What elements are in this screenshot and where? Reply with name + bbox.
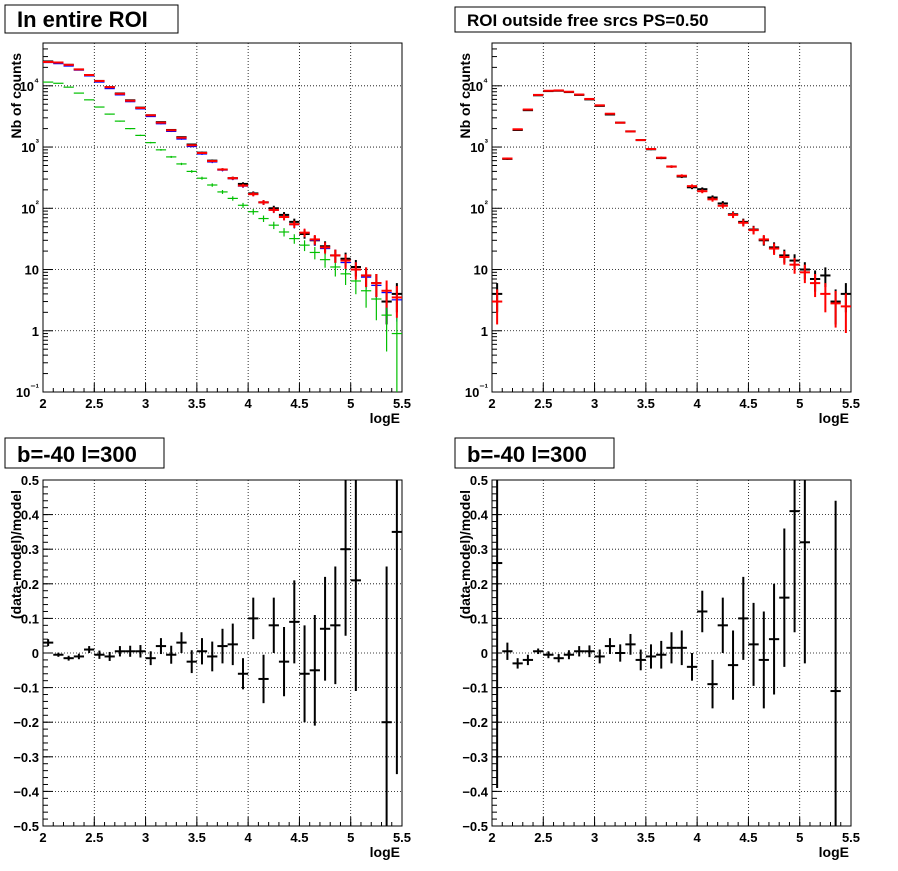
y-tick-label: 10³ [470,138,488,155]
y-tick-label: 10⁻¹ [16,383,40,400]
x-tick-label: 2.5 [85,396,103,411]
y-tick-label: −0.2 [462,715,488,730]
series-4 [43,60,402,318]
y-tick-label: 10 [25,263,39,278]
x-tick-label: 5 [796,830,803,845]
chart-panel-4: 2 2.5 3 3.5 4 4.5 5 5.5 −0.5 −0.4 −0.3 −0.2 −0.1 0 0.1… [454,437,860,860]
y-tick-label: 1 [32,324,39,339]
x-tick-label: 3 [591,396,598,411]
y-tick-label: 10 [474,263,488,278]
y-tick-label: 0.1 [21,611,39,626]
title-box [4,4,179,34]
y-tick-label: 10⁻¹ [465,383,489,400]
x-tick-label: 2.5 [85,830,103,845]
y-tick-label: 10² [470,199,488,216]
y-tick-label: 10⁴ [469,77,488,94]
x-tick-label: 5 [796,396,803,411]
x-tick-label: 4.5 [739,830,757,845]
y-axis-label: (data-model)/model [457,490,473,619]
chart-panel-3: 2 2.5 3 3.5 4 4.5 5 5.5 −0.5 −0.4 −0.3 −0.2 −0.1 0 0.1… [4,437,411,860]
y-axis-label: (data-model)/model [8,490,24,619]
x-tick-label: 5 [347,396,354,411]
y-tick-label: 0.5 [21,473,39,488]
y-tick-label: 0.2 [21,577,39,592]
series-1 [492,89,851,325]
x-tick-label: 4.5 [290,396,308,411]
y-tick-label: −0.4 [462,784,488,799]
y-tick-label: 0.4 [470,508,489,523]
series-1 [43,480,402,826]
y-tick-label: 10³ [21,138,39,155]
x-axis-label: logE [370,844,400,860]
x-tick-label: 3 [142,396,149,411]
y-tick-label: −0.1 [13,681,39,696]
x-tick-label: 4 [245,830,253,845]
chart-title: In entire ROI [17,7,148,32]
y-tick-label: −0.5 [462,819,488,834]
y-axis-label: Nb of counts [457,53,473,139]
title-box [4,437,165,469]
x-tick-label: 3.5 [637,396,655,411]
x-tick-label: 5.5 [393,830,411,845]
y-tick-label: 0.4 [21,508,40,523]
chart-title: b=-40 l=300 [467,442,587,467]
chart-panel-1: 2 2.5 3 3.5 4 4.5 5 5.5 10⁻¹ 1 10 10² 10³ 10⁴ logE Nb o… [4,4,411,426]
x-axis-label: logE [819,844,849,860]
y-tick-label: 10² [21,199,39,216]
x-tick-label: 3 [142,830,149,845]
x-tick-label: 4 [694,830,702,845]
y-tick-label: 1 [481,324,488,339]
series-1 [492,480,841,826]
y-tick-label: −0.3 [13,750,39,765]
x-tick-label: 3 [591,830,598,845]
y-tick-label: 0 [32,646,39,661]
plot-frame [42,42,403,393]
x-tick-label: 5 [347,830,354,845]
y-tick-label: −0.3 [462,750,488,765]
title-box [454,437,615,469]
x-tick-label: 4.5 [290,830,308,845]
title-box [454,6,766,33]
x-tick-label: 2 [488,396,495,411]
y-axis-label: Nb of counts [8,53,24,139]
data-layer [492,89,851,334]
x-tick-label: 2 [39,396,46,411]
y-tick-label: −0.1 [462,681,488,696]
x-tick-label: 2 [488,830,495,845]
y-tick-label: 0.5 [470,473,488,488]
y-tick-label: −0.4 [13,784,39,799]
x-tick-label: 5.5 [842,396,860,411]
y-tick-label: 0.3 [21,542,39,557]
chart-panel-2: 2 2.5 3 3.5 4 4.5 5 5.5 10⁻¹ 1 10 10² 10³ 10⁴ logE Nb o… [454,6,860,426]
x-tick-label: 3.5 [188,830,206,845]
data-layer [43,60,402,392]
x-axis-label: logE [370,410,400,426]
x-tick-label: 2 [39,830,46,845]
x-axis-label: logE [819,410,849,426]
y-tick-label: 0 [481,646,488,661]
y-tick-label: −0.2 [13,715,39,730]
y-tick-label: 0.3 [470,542,488,557]
y-tick-label: −0.5 [13,819,39,834]
chart-title: b=-40 l=300 [17,442,137,467]
x-tick-label: 2.5 [534,396,552,411]
plot-frame [491,42,852,393]
y-tick-label: 10⁴ [20,77,39,94]
series-2 [492,89,851,334]
x-tick-label: 5.5 [842,830,860,845]
x-tick-label: 5.5 [393,396,411,411]
y-tick-label: 0.1 [470,611,488,626]
x-tick-label: 4.5 [739,396,757,411]
x-tick-label: 4 [694,396,702,411]
x-tick-label: 2.5 [534,830,552,845]
x-tick-label: 3.5 [188,396,206,411]
y-tick-label: 0.2 [470,577,488,592]
chart-title: ROI outside free srcs PS=0.50 [467,11,708,30]
x-tick-label: 4 [245,396,253,411]
series-3 [43,81,402,392]
data-layer [43,480,402,826]
x-tick-label: 3.5 [637,830,655,845]
data-layer [492,480,841,826]
